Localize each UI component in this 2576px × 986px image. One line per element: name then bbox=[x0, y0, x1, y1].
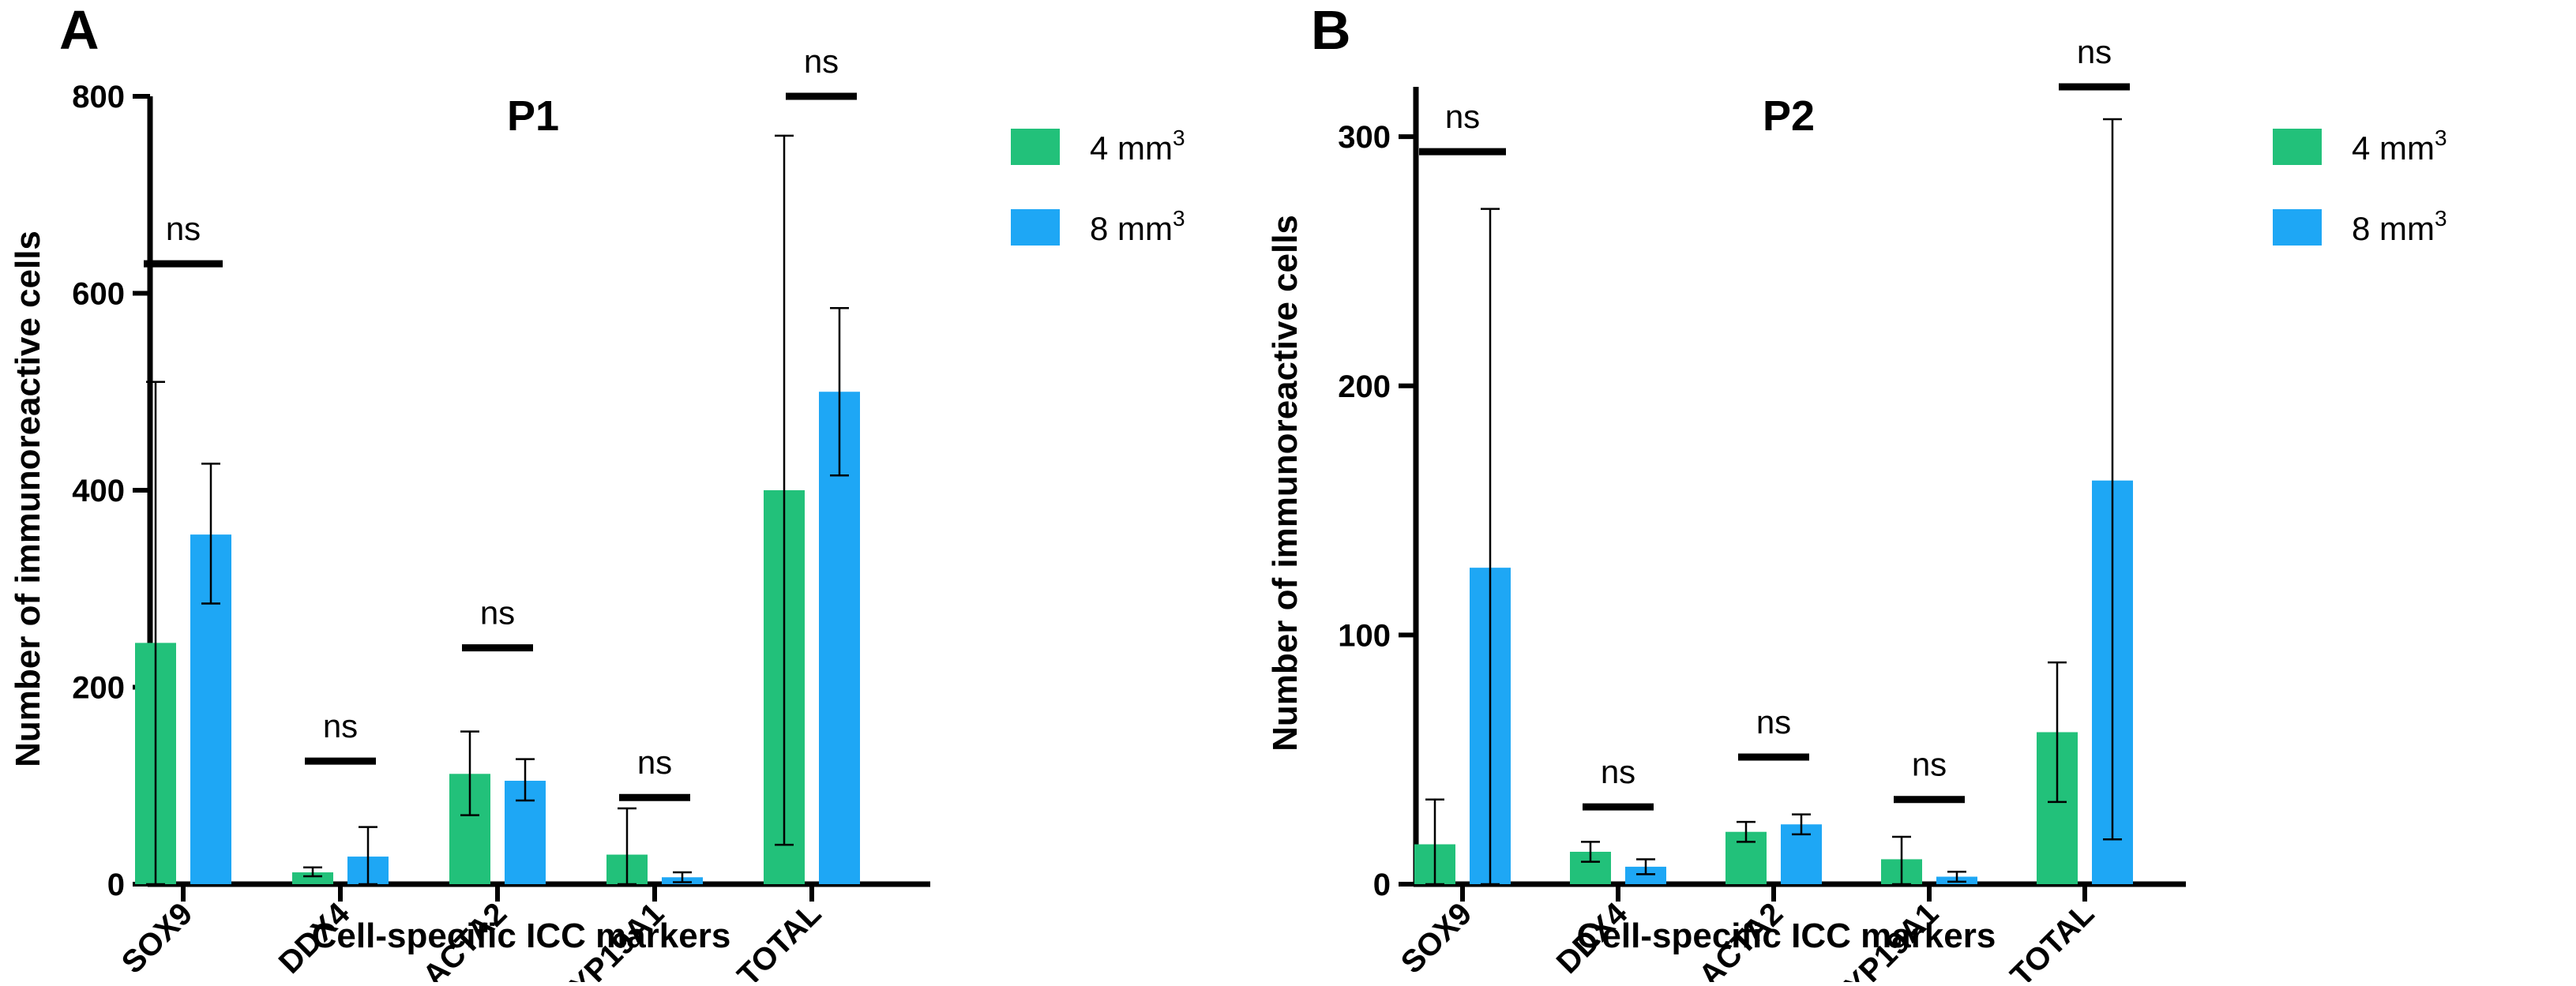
legend-swatch-4mm bbox=[2273, 129, 2322, 165]
category-label: SOX9 bbox=[1395, 896, 1479, 980]
category-label: SOX9 bbox=[115, 896, 200, 980]
plot-area: 0200400600800SOX9nsDDX4nsACTA2nsCYP19A1n… bbox=[72, 43, 930, 986]
significance-label: ns bbox=[1601, 753, 1635, 790]
legend-swatch-8mm bbox=[2273, 209, 2322, 246]
legend-swatch-8mm bbox=[1011, 209, 1060, 246]
y-tick-label: 600 bbox=[72, 277, 125, 312]
legend-label-8mm-sup: 3 bbox=[1173, 206, 1185, 231]
chart-title-p2: P2 bbox=[1763, 92, 1815, 140]
significance-label: ns bbox=[1912, 746, 1947, 783]
y-axis-title: Number of immunoreactive cells bbox=[1266, 215, 1305, 752]
legend: 4 mm3 8 mm3 bbox=[1011, 126, 1185, 247]
y-tick-label: 100 bbox=[1338, 618, 1391, 653]
significance-label: ns bbox=[323, 707, 358, 744]
significance-label: ns bbox=[804, 43, 839, 80]
panel-letter-a: A bbox=[59, 0, 100, 61]
category-label: TOTAL bbox=[731, 896, 828, 982]
x-axis-title: Cell-specific ICC markers bbox=[312, 917, 731, 955]
chart-title-p1: P1 bbox=[507, 92, 559, 140]
significance-label: ns bbox=[480, 594, 515, 632]
legend-label-4mm: 4 mm3 bbox=[1090, 126, 1185, 167]
y-tick-label: 800 bbox=[72, 80, 125, 114]
legend-label-8mm: 8 mm3 bbox=[1090, 206, 1185, 247]
legend-label-8mm-text: 8 mm bbox=[1090, 210, 1173, 247]
y-tick-label: 0 bbox=[1373, 868, 1391, 902]
x-axis-title: Cell-specific ICC markers bbox=[1577, 917, 1996, 955]
legend: 4 mm3 8 mm3 bbox=[2273, 126, 2447, 247]
legend-label-8mm-sup: 3 bbox=[2435, 206, 2447, 231]
legend-label-4mm-text: 4 mm bbox=[2352, 129, 2435, 167]
significance-label: ns bbox=[1756, 703, 1791, 740]
plot-area: 0100200300SOX9nsDDX4nsACTA2nsCYP19A1nsTO… bbox=[1338, 33, 2186, 986]
y-tick-label: 0 bbox=[107, 868, 125, 902]
legend-label-8mm-text: 8 mm bbox=[2352, 210, 2435, 247]
bar-8mm bbox=[1625, 866, 1666, 884]
y-tick-label: 400 bbox=[72, 474, 125, 508]
bar-4mm bbox=[292, 872, 333, 884]
y-tick-label: 200 bbox=[1338, 369, 1391, 404]
significance-label: ns bbox=[2077, 33, 2112, 70]
y-tick-label: 300 bbox=[1338, 120, 1391, 155]
category-label: TOTAL bbox=[2004, 896, 2101, 982]
legend-swatch-4mm bbox=[1011, 129, 1060, 165]
y-tick-label: 200 bbox=[72, 671, 125, 706]
legend-label-4mm-sup: 3 bbox=[1173, 126, 1185, 150]
significance-label: ns bbox=[166, 210, 201, 247]
panel-letter-b: B bbox=[1311, 0, 1351, 61]
significance-label: ns bbox=[637, 744, 672, 781]
legend-label-4mm-text: 4 mm bbox=[1090, 129, 1173, 167]
legend-label-4mm-sup: 3 bbox=[2435, 126, 2447, 150]
y-axis-title: Number of immunoreactive cells bbox=[9, 231, 47, 767]
panel-b: B P2 Number of immunoreactive cells Cell… bbox=[1266, 0, 2447, 986]
panel-a: A P1 Number of immunoreactive cells Cell… bbox=[9, 0, 1185, 986]
legend-label-4mm: 4 mm3 bbox=[2352, 126, 2447, 167]
significance-label: ns bbox=[1445, 98, 1480, 135]
legend-label-8mm: 8 mm3 bbox=[2352, 206, 2447, 247]
